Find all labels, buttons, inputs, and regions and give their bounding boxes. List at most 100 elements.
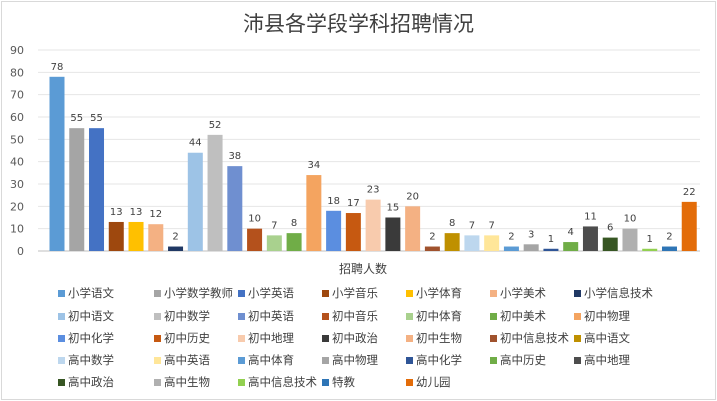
legend-label: 初中历史 bbox=[164, 331, 210, 345]
bar bbox=[503, 246, 519, 251]
legend-label: 小学英语 bbox=[248, 286, 294, 300]
y-tick-label: 50 bbox=[10, 133, 24, 146]
legend-swatch bbox=[238, 379, 245, 386]
legend-label: 高中政治 bbox=[68, 375, 114, 389]
legend-label: 初中音乐 bbox=[332, 309, 378, 323]
bar bbox=[622, 228, 638, 251]
bar bbox=[207, 134, 223, 251]
legend-label: 初中语文 bbox=[68, 309, 114, 323]
legend-item: 初中英语 bbox=[238, 309, 294, 323]
legend-swatch bbox=[322, 290, 329, 297]
legend-label: 高中地理 bbox=[584, 353, 630, 367]
bar bbox=[484, 235, 500, 251]
legend-item: 高中历史 bbox=[490, 353, 546, 367]
data-label: 18 bbox=[327, 196, 340, 207]
data-label: 12 bbox=[149, 209, 162, 220]
legend-swatch bbox=[574, 313, 581, 320]
legend-item: 初中地理 bbox=[238, 331, 294, 345]
data-label: 52 bbox=[209, 120, 222, 131]
legend-label: 高中物理 bbox=[332, 353, 378, 367]
y-tick-label: 0 bbox=[17, 245, 24, 258]
legend-label: 小学数学教师 bbox=[164, 286, 233, 300]
data-label: 6 bbox=[607, 223, 613, 234]
legend-swatch bbox=[154, 379, 161, 386]
legend-item: 小学美术 bbox=[490, 286, 546, 300]
legend-item: 高中英语 bbox=[154, 353, 210, 367]
bar bbox=[148, 224, 164, 251]
legend-label: 小学语文 bbox=[68, 286, 114, 300]
legend-label: 初中美术 bbox=[500, 309, 546, 323]
legend-swatch bbox=[322, 313, 329, 320]
legend-swatch bbox=[58, 335, 65, 342]
bar bbox=[642, 248, 658, 251]
data-label: 3 bbox=[528, 229, 534, 240]
legend-item: 初中化学 bbox=[58, 331, 114, 345]
data-label: 10 bbox=[248, 214, 261, 225]
legend-item: 高中生物 bbox=[154, 375, 210, 389]
legend-swatch bbox=[154, 357, 161, 364]
y-tick-label: 80 bbox=[10, 66, 24, 79]
data-label: 8 bbox=[291, 218, 297, 229]
y-tick-label: 40 bbox=[10, 156, 24, 169]
legend-label: 小学体育 bbox=[416, 286, 462, 300]
data-label: 8 bbox=[449, 218, 455, 229]
data-label: 20 bbox=[406, 191, 419, 202]
data-label: 4 bbox=[568, 227, 574, 238]
bar bbox=[306, 175, 322, 251]
legend-label: 初中数学 bbox=[164, 309, 210, 323]
legend-label: 高中体育 bbox=[248, 353, 294, 367]
legend-item: 初中体育 bbox=[406, 309, 462, 323]
legend-label: 初中化学 bbox=[68, 331, 114, 345]
bar bbox=[69, 128, 85, 251]
legend-swatch bbox=[238, 357, 245, 364]
data-label: 44 bbox=[189, 138, 202, 149]
legend-item: 初中美术 bbox=[490, 309, 546, 323]
legend-item: 初中物理 bbox=[574, 309, 630, 323]
legend-item: 高中数学 bbox=[58, 353, 114, 367]
legend-swatch bbox=[58, 379, 65, 386]
legend-label: 初中体育 bbox=[416, 309, 462, 323]
bar bbox=[424, 246, 440, 251]
legend-item: 高中物理 bbox=[322, 353, 378, 367]
legend-swatch bbox=[406, 290, 413, 297]
legend-swatch bbox=[574, 335, 581, 342]
legend-swatch bbox=[58, 357, 65, 364]
legend-swatch bbox=[406, 335, 413, 342]
legend-swatch bbox=[238, 290, 245, 297]
data-label: 7 bbox=[469, 220, 475, 231]
data-label: 17 bbox=[347, 198, 360, 209]
legend-item: 小学语文 bbox=[58, 286, 114, 300]
data-label: 11 bbox=[584, 211, 597, 222]
data-label: 13 bbox=[130, 207, 143, 218]
bar bbox=[582, 226, 598, 251]
legend-item: 小学信息技术 bbox=[574, 286, 653, 300]
legend-swatch bbox=[406, 379, 413, 386]
legend-item: 小学数学教师 bbox=[154, 286, 233, 300]
legend-item: 幼儿园 bbox=[406, 375, 451, 389]
legend-swatch bbox=[154, 313, 161, 320]
bar bbox=[661, 246, 677, 251]
bars bbox=[49, 76, 697, 251]
bar bbox=[108, 221, 124, 251]
bar bbox=[227, 166, 243, 251]
data-label: 1 bbox=[548, 234, 554, 245]
data-label: 38 bbox=[228, 151, 241, 162]
bar bbox=[286, 233, 302, 251]
data-label: 7 bbox=[488, 220, 494, 231]
legend-item: 高中信息技术 bbox=[238, 375, 317, 389]
bar bbox=[187, 152, 203, 251]
bar bbox=[89, 128, 105, 251]
legend-item: 初中音乐 bbox=[322, 309, 378, 323]
bar bbox=[523, 244, 539, 251]
bar bbox=[345, 213, 361, 251]
y-tick-label: 90 bbox=[10, 44, 24, 57]
legend-label: 初中政治 bbox=[332, 331, 378, 345]
y-tick-label: 20 bbox=[10, 200, 24, 213]
data-label: 7 bbox=[271, 220, 277, 231]
bar bbox=[365, 199, 381, 251]
data-label: 2 bbox=[172, 232, 178, 243]
data-label: 2 bbox=[666, 232, 672, 243]
chart-title: 沛县各学段学科招聘情况 bbox=[243, 12, 474, 36]
